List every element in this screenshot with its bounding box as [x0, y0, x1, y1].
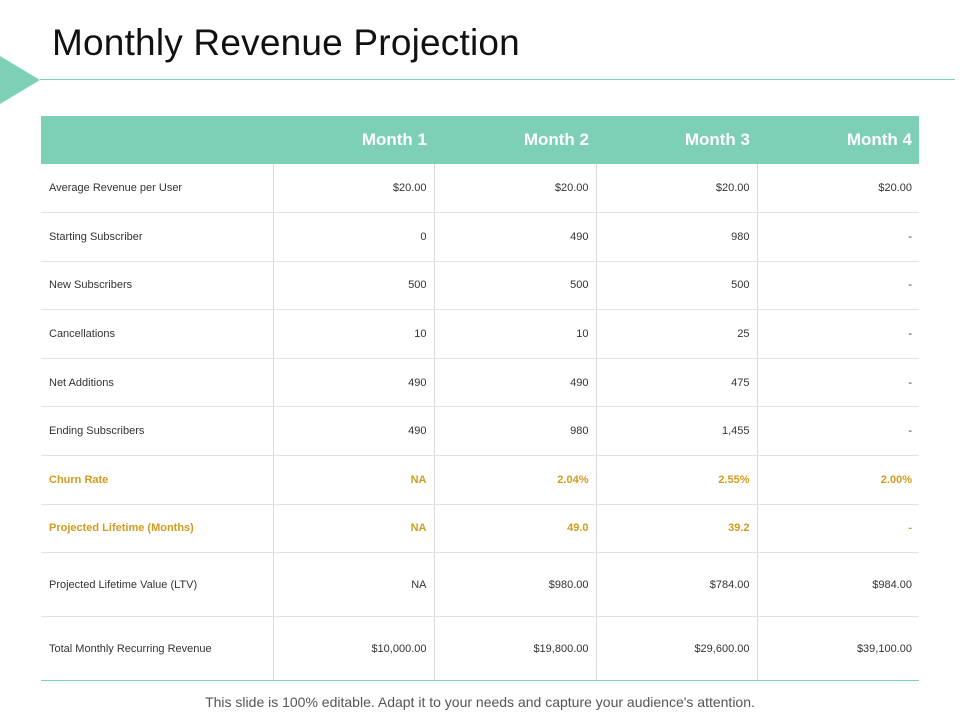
table-row: New Subscribers 500 500 500 -: [41, 261, 919, 311]
table-cell: 490: [434, 358, 597, 408]
table-cell: NA: [273, 552, 435, 618]
row-label: Churn Rate: [41, 455, 274, 505]
table-cell: 2.04%: [434, 455, 597, 505]
table-cell: $29,600.00: [596, 616, 758, 682]
row-label: Total Monthly Recurring Revenue: [41, 616, 274, 682]
table-row: Total Monthly Recurring Revenue $10,000.…: [41, 616, 919, 682]
header-month-1: Month 1: [273, 116, 434, 164]
table-row: Cancellations 10 10 25 -: [41, 309, 919, 359]
table-cell: 25: [596, 309, 758, 359]
table-cell: $984.00: [757, 552, 919, 618]
table-row: Projected Lifetime Value (LTV) NA $980.0…: [41, 552, 919, 618]
accent-triangle: [0, 56, 40, 104]
row-label: Net Additions: [41, 358, 274, 408]
header-month-3: Month 3: [596, 116, 757, 164]
table-row: Average Revenue per User $20.00 $20.00 $…: [41, 164, 919, 214]
table-cell: 10: [434, 309, 597, 359]
table-cell: 490: [273, 358, 435, 408]
table-row: Starting Subscriber 0 490 980 -: [41, 212, 919, 262]
footer-note: This slide is 100% editable. Adapt it to…: [205, 694, 755, 710]
row-label: Projected Lifetime (Months): [41, 504, 274, 554]
table-cell: $20.00: [757, 164, 919, 214]
table-cell: $20.00: [273, 164, 435, 214]
table-cell: $39,100.00: [757, 616, 919, 682]
table-cell: 475: [596, 358, 758, 408]
table-row: Ending Subscribers 490 980 1,455 -: [41, 406, 919, 457]
table-cell: -: [757, 261, 919, 311]
table-cell: $20.00: [596, 164, 758, 214]
title-divider: [40, 79, 955, 80]
row-label: Cancellations: [41, 309, 274, 359]
table-cell: $20.00: [434, 164, 597, 214]
table-cell: 2.55%: [596, 455, 758, 505]
table-cell: 49.0: [434, 504, 597, 554]
table-row-highlight: Projected Lifetime (Months) NA 49.0 39.2…: [41, 504, 919, 554]
table-cell: NA: [273, 455, 435, 505]
table-cell: -: [757, 309, 919, 359]
header-month-2: Month 2: [434, 116, 596, 164]
table-cell: 490: [273, 406, 435, 457]
table-cell: $19,800.00: [434, 616, 597, 682]
table-cell: -: [757, 212, 919, 262]
table-cell: $980.00: [434, 552, 597, 618]
table-cell: 500: [434, 261, 597, 311]
page-title: Monthly Revenue Projection: [52, 22, 520, 63]
row-label: Ending Subscribers: [41, 406, 274, 457]
table-cell: 39.2: [596, 504, 758, 554]
table-row-highlight: Churn Rate NA 2.04% 2.55% 2.00%: [41, 455, 919, 505]
table-header-row: Month 1 Month 2 Month 3 Month 4: [41, 116, 919, 164]
table-cell: 10: [273, 309, 435, 359]
table-cell: -: [757, 406, 919, 457]
header-month-4: Month 4: [757, 116, 919, 164]
table-cell: 0: [273, 212, 435, 262]
table-cell: 2.00%: [757, 455, 919, 505]
table-cell: $10,000.00: [273, 616, 435, 682]
table-cell: 980: [596, 212, 758, 262]
revenue-table: Month 1 Month 2 Month 3 Month 4 Average …: [41, 116, 919, 682]
header-blank: [41, 116, 273, 164]
table-cell: NA: [273, 504, 435, 554]
row-label: Average Revenue per User: [41, 164, 274, 214]
table-cell: $784.00: [596, 552, 758, 618]
table-cell: -: [757, 504, 919, 554]
table-cell: 500: [273, 261, 435, 311]
table-cell: 980: [434, 406, 597, 457]
table-cell: 500: [596, 261, 758, 311]
table-cell: -: [757, 358, 919, 408]
table-cell: 490: [434, 212, 597, 262]
row-label: Starting Subscriber: [41, 212, 274, 262]
table-cell: 1,455: [596, 406, 758, 457]
row-label: New Subscribers: [41, 261, 274, 311]
table-row: Net Additions 490 490 475 -: [41, 358, 919, 408]
row-label: Projected Lifetime Value (LTV): [41, 552, 274, 618]
